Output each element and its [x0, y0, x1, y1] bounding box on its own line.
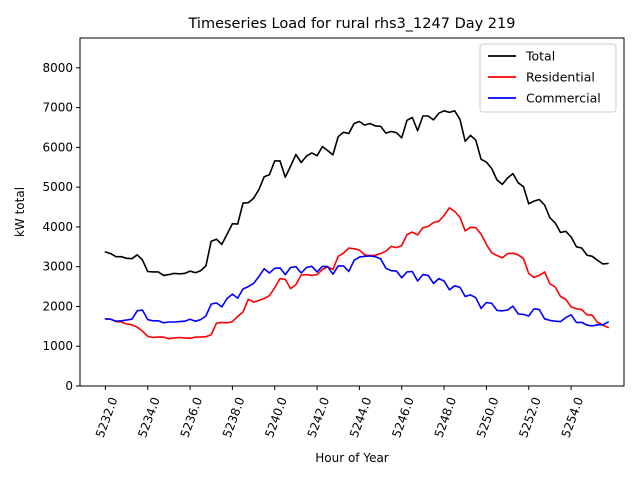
- y-tick-label: 7000: [42, 101, 73, 115]
- series-line-total: [104, 110, 609, 277]
- y-tick-label: 0: [65, 379, 73, 393]
- series-line-residential: [104, 207, 609, 340]
- y-tick-label: 2000: [42, 299, 73, 313]
- chart-title: Timeseries Load for rural rhs3_1247 Day …: [188, 16, 516, 32]
- y-axis-label: kW total: [13, 187, 27, 237]
- legend: Total Residential Commercial: [479, 43, 617, 113]
- legend-label-residential: Residential: [526, 70, 595, 85]
- y-tick-label: 4000: [42, 220, 73, 234]
- y-tick-label: 1000: [42, 339, 73, 353]
- y-tick-label: 6000: [42, 140, 73, 154]
- y-tick-label: 5000: [42, 180, 73, 194]
- series-line-commercial: [104, 255, 609, 327]
- legend-label-total: Total: [525, 49, 555, 64]
- axes-frame: [79, 37, 625, 387]
- y-tick-label: 8000: [42, 61, 73, 75]
- x-axis-label: Hour of Year: [315, 451, 389, 465]
- y-tick-label: 3000: [42, 260, 73, 274]
- legend-label-commercial: Commercial: [526, 91, 601, 106]
- y-axis: 0 1000 2000 3000 4000 5000 6000 7000 8000: [42, 61, 80, 393]
- legend-box: [479, 43, 617, 113]
- plot-area: [104, 110, 609, 340]
